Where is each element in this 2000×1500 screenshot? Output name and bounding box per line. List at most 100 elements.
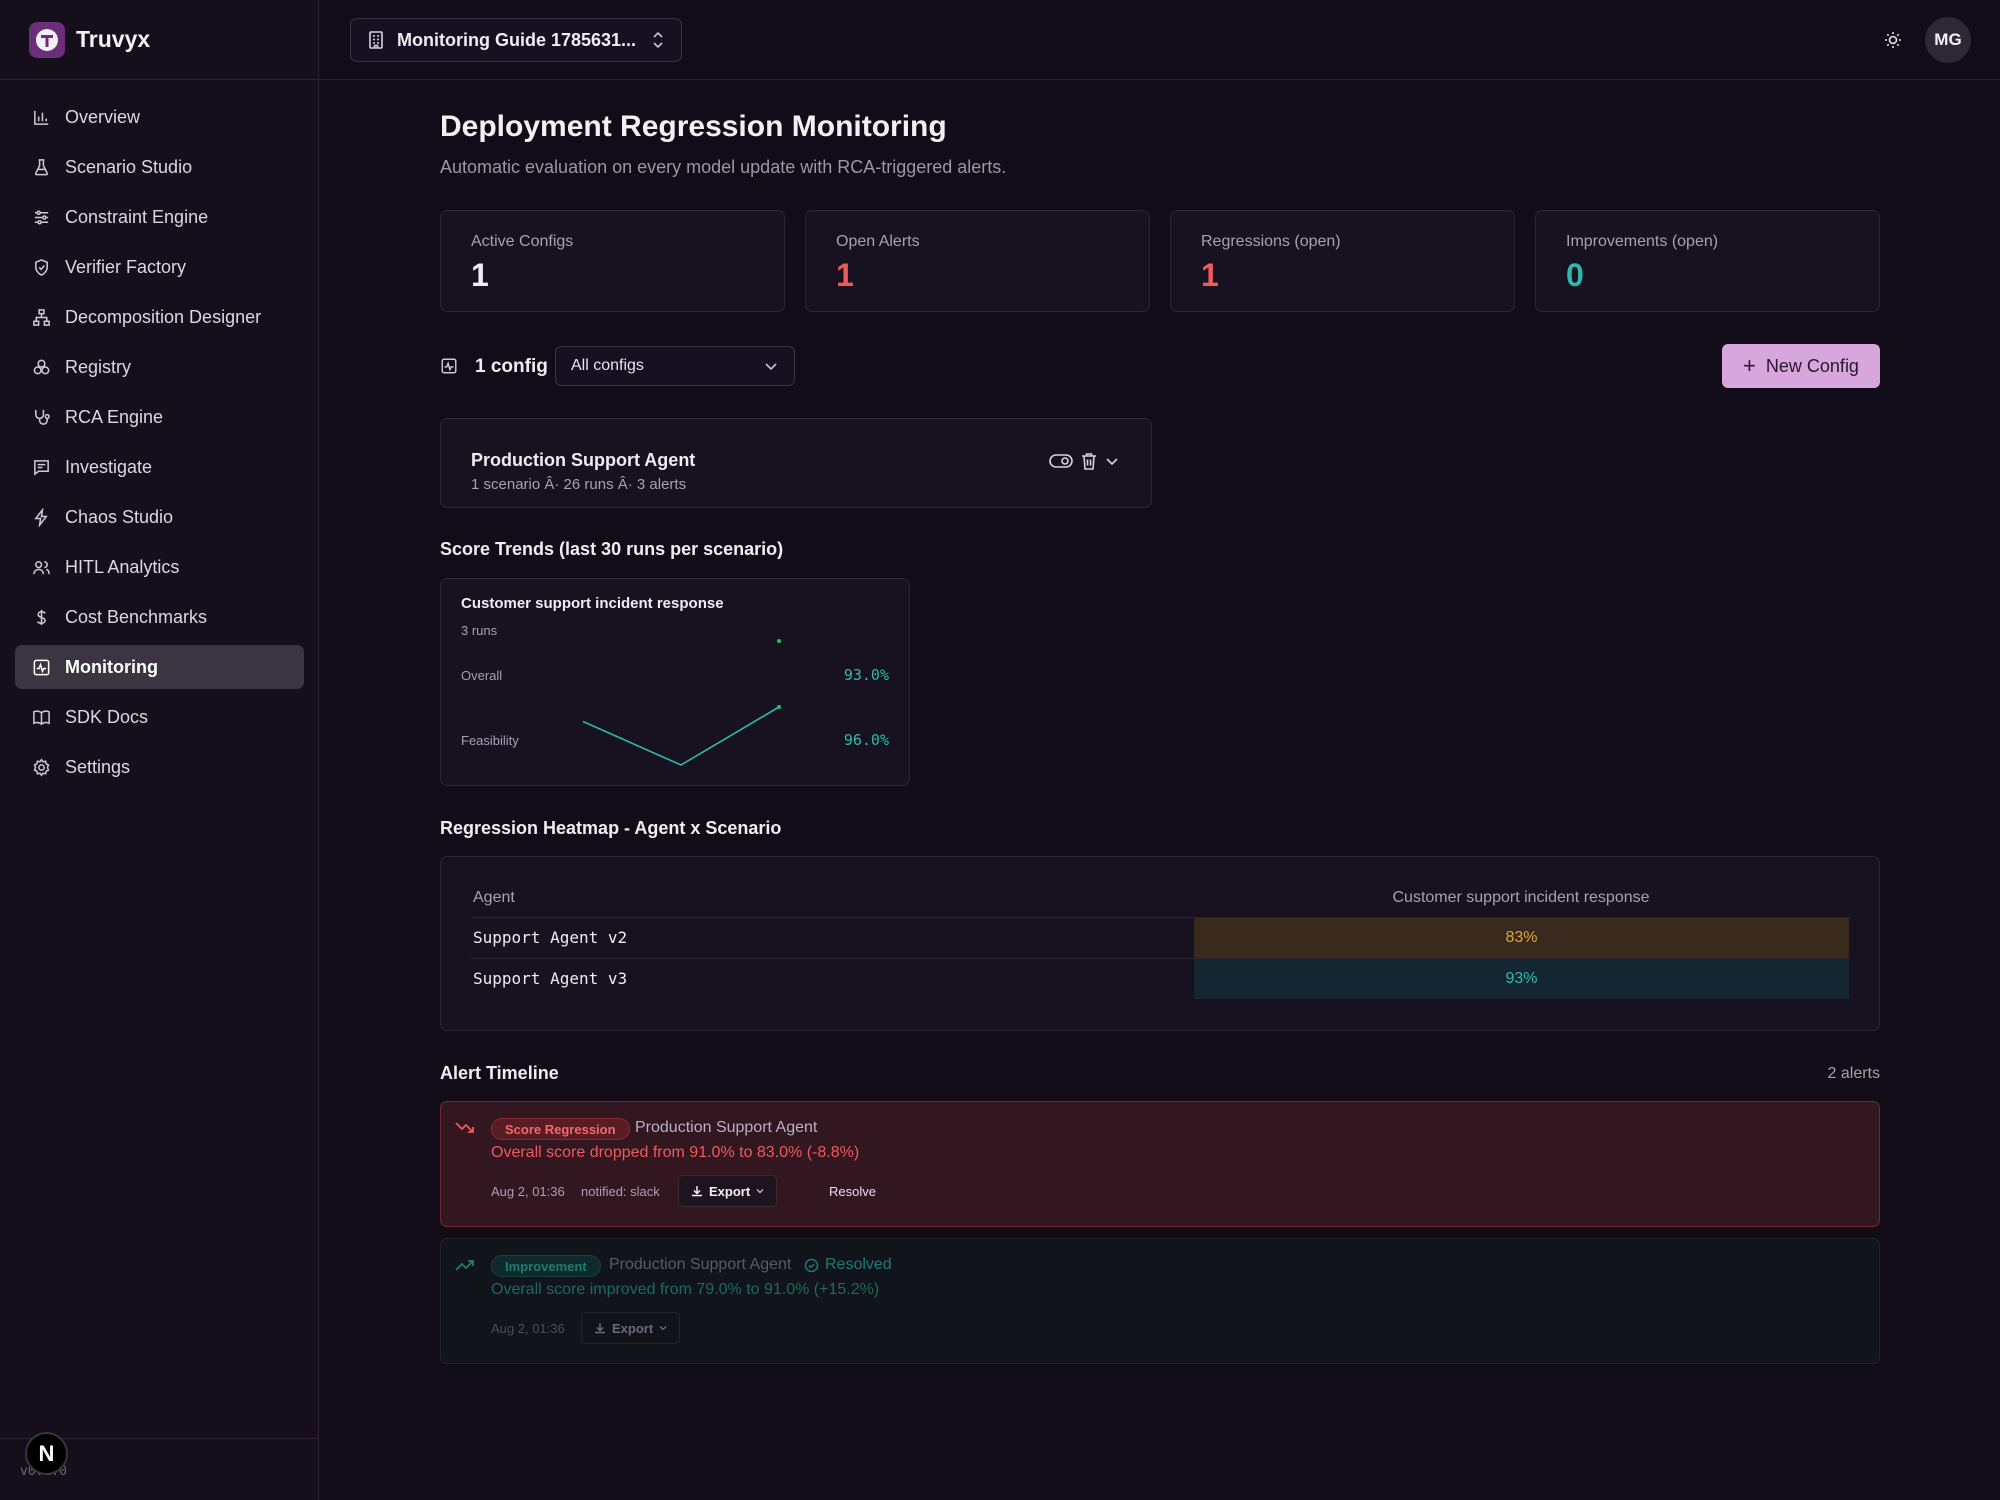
trend-metric-label: Feasibility [461,733,519,748]
theme-toggle-button[interactable] [1879,26,1907,54]
score-trends-title: Score Trends (last 30 runs per scenario) [440,539,784,559]
new-config-label: New Config [1765,355,1859,376]
heatmap-agent: Support Agent v2 [473,928,628,947]
shield-check-icon [31,257,51,277]
stat-card-regressions: Regressions (open) 1 [1170,210,1515,312]
sidebar-item-monitoring[interactable]: Monitoring [15,645,304,689]
heatmap-agent: Support Agent v3 [473,969,628,988]
resolved-label: Resolved [825,1256,892,1273]
trending-down-icon [455,1120,475,1141]
sidebar-item-label: HITL Analytics [65,556,180,577]
trash-icon[interactable] [1081,452,1097,470]
check-circle-icon [804,1258,819,1273]
config-meta: 1 scenario Â· 26 runs Â· 3 alerts [471,476,687,493]
score-trend-card: Customer support incident response 3 run… [440,578,910,786]
new-config-button[interactable]: + New Config [1722,344,1880,388]
trend-metric-value: 96.0% [843,731,889,749]
trend-metric-label: Overall [461,668,503,683]
resolve-button[interactable]: Resolve [829,1184,876,1199]
sidebar-item-hitl-analytics[interactable]: HITL Analytics [15,545,304,589]
alert-agent: Production Support Agent [635,1119,818,1136]
stat-label: Regressions (open) [1201,233,1341,250]
stat-label: Active Configs [471,233,574,250]
sidebar-item-chaos-studio[interactable]: Chaos Studio [15,495,304,539]
download-icon [691,1185,703,1197]
heatmap-row: Support Agent v2 83% [471,917,1851,958]
alert-notified: notified: slack [581,1184,660,1199]
sidebar-item-sdk-docs[interactable]: SDK Docs [15,695,304,739]
alert-type-badge: Improvement [491,1255,601,1277]
plus-icon: + [1743,353,1756,378]
sun-icon [1883,30,1903,50]
stat-value: 1 [1201,257,1219,293]
bar-chart-icon [31,107,51,127]
alert-time: Aug 2, 01:36 [491,1184,565,1199]
sidebar-item-decomposition-designer[interactable]: Decomposition Designer [15,295,304,339]
alert-timeline-title: Alert Timeline [440,1063,559,1083]
alert-count: 2 alerts [1827,1065,1880,1082]
message-icon [31,457,51,477]
heatmap-col-agent: Agent [473,889,515,906]
activity-icon [440,357,458,380]
sidebar-item-label: Cost Benchmarks [65,606,208,627]
sliders-icon [31,207,51,227]
score-trend-chart [582,639,781,766]
trend-scenario-name: Customer support incident response [461,595,724,612]
sidebar-item-constraint-engine[interactable]: Constraint Engine [15,195,304,239]
heatmap-col-scenario: Customer support incident response [1392,889,1650,906]
sidebar: Truvyx Overview Scenario Studio Constrai… [0,0,319,1500]
gear-icon [31,757,51,777]
sidebar-item-label: Monitoring [65,656,158,677]
trend-metric-value: 93.0% [843,666,889,684]
brand-name: Truvyx [76,26,151,52]
heatmap-cell[interactable]: 93% [1194,959,1849,999]
sidebar-item-cost-benchmarks[interactable]: Cost Benchmarks [15,595,304,639]
stat-label: Improvements (open) [1566,233,1719,250]
sidebar-item-overview[interactable]: Overview [15,95,304,139]
boxes-icon [31,357,51,377]
org-switcher[interactable]: Monitoring Guide 1785631... [350,18,682,62]
truvyx-logo-icon [29,21,65,58]
heatmap-cell[interactable]: 83% [1194,918,1849,958]
download-icon [594,1322,606,1334]
sidebar-item-scenario-studio[interactable]: Scenario Studio [15,145,304,189]
sidebar-item-settings[interactable]: Settings [15,745,304,789]
config-filter-select[interactable]: All configs [555,346,795,386]
chevron-down-icon [764,359,778,378]
export-button[interactable]: Export [678,1175,778,1207]
trending-up-icon [455,1257,475,1278]
sidebar-nav: Overview Scenario Studio Constraint Engi… [0,80,318,777]
sidebar-item-rca-engine[interactable]: RCA Engine [15,395,304,439]
alert-type-badge: Score Regression [491,1118,630,1140]
brand[interactable]: Truvyx [0,0,318,80]
alert-item-improvement: Improvement Production Support Agent Res… [440,1238,1880,1364]
sidebar-item-label: Investigate [65,456,153,477]
sidebar-item-verifier-factory[interactable]: Verifier Factory [15,245,304,289]
dev-tools-badge[interactable]: N [25,1432,68,1475]
stat-card-improvements: Improvements (open) 0 [1535,210,1880,312]
sparkline-line [582,706,780,766]
toggle-icon[interactable] [1049,453,1073,469]
user-avatar[interactable]: MG [1925,17,1971,63]
network-icon [31,307,51,327]
sidebar-item-registry[interactable]: Registry [15,345,304,389]
sidebar-item-label: Constraint Engine [65,206,209,227]
sidebar-item-label: Chaos Studio [65,506,174,527]
export-label: Export [612,1320,654,1336]
topbar: Monitoring Guide 1785631... MG [319,0,2000,80]
heatmap-title: Regression Heatmap - Agent x Scenario [440,818,782,838]
flask-icon [31,157,51,177]
alert-time: Aug 2, 01:36 [491,1321,565,1336]
export-button[interactable]: Export [581,1312,681,1344]
sidebar-item-investigate[interactable]: Investigate [15,445,304,489]
config-card[interactable]: Production Support Agent 1 scenario Â· 2… [440,418,1152,508]
chevron-down-icon[interactable] [1105,454,1119,468]
config-toolbar: 1 config All configs + New Config [440,344,1880,391]
page-subtitle: Automatic evaluation on every model upda… [440,157,1007,177]
stat-value: 1 [836,257,854,293]
page-title: Deployment Regression Monitoring [440,110,947,143]
regression-heatmap: Agent Customer support incident response… [440,856,1880,1031]
alert-message: Overall score dropped from 91.0% to 83.0… [491,1144,860,1161]
sidebar-item-label: SDK Docs [65,706,149,727]
sidebar-item-label: Scenario Studio [65,156,193,177]
